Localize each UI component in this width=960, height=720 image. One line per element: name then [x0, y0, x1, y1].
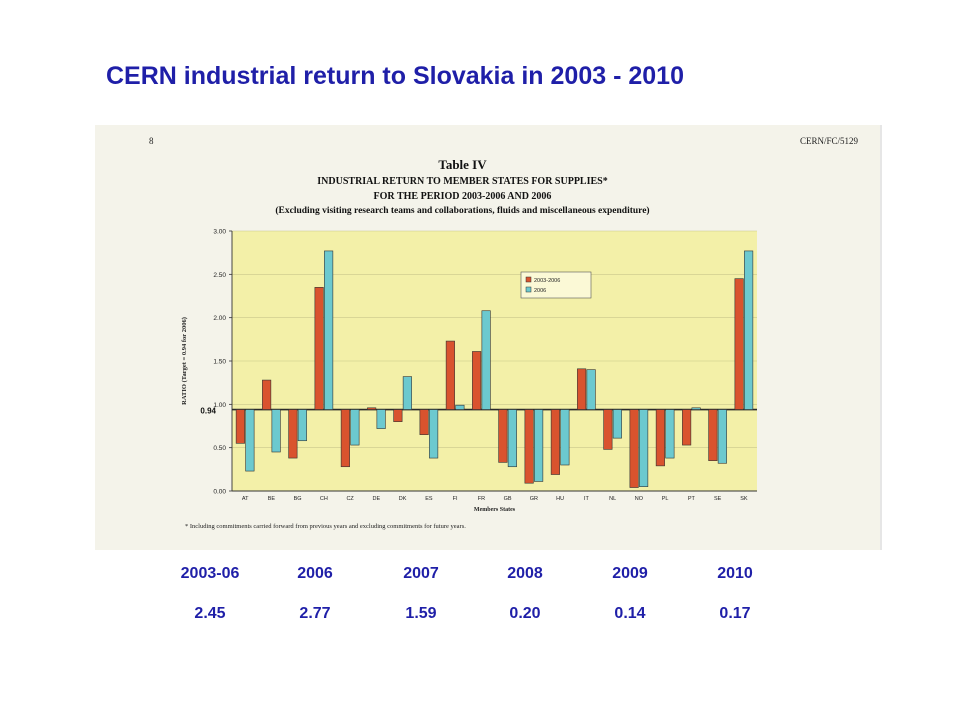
x-tick-label: NL	[609, 496, 616, 502]
y-tick-label: 2.50	[213, 272, 226, 279]
bar-2003-2006-DK	[393, 409, 403, 422]
y-tick-label: 0.00	[213, 489, 226, 496]
x-tick-label: SE	[714, 496, 722, 502]
bar-2006-AT	[245, 409, 255, 472]
bar-2003-2006-FR	[472, 351, 482, 410]
x-tick-label: IT	[584, 496, 590, 502]
summary-table: 2003-06 2006 2007 2008 2009 2010 2.45 2.…	[0, 565, 960, 625]
y-tick-label: 1.00	[213, 402, 226, 409]
legend-swatch	[525, 286, 532, 293]
y-tick-label: 0.50	[213, 445, 226, 452]
bar-2006-CH	[324, 250, 334, 410]
bar-2003-2006-IT	[577, 368, 587, 410]
table-heading-line1: INDUSTRIAL RETURN TO MEMBER STATES FOR S…	[317, 176, 608, 187]
bar-2003-2006-NO	[629, 409, 639, 488]
legend-box	[520, 271, 592, 299]
x-tick-label: CH	[320, 496, 328, 502]
bar-2003-2006-CZ	[340, 409, 350, 468]
bar-2003-2006-SE	[708, 409, 718, 461]
summary-header: 2008	[507, 565, 543, 582]
bar-2006-BG	[297, 409, 307, 442]
table-label: Table IV	[438, 157, 487, 172]
bar-2003-2006-CH	[314, 287, 324, 410]
bar-2006-HU	[560, 409, 570, 466]
bar-2006-SE	[717, 409, 727, 464]
document-reference: CERN/FC/5129	[799, 136, 858, 146]
summary-header: 2007	[403, 565, 439, 582]
summary-value: 0.17	[719, 605, 751, 622]
y-tick-label: 3.00	[213, 229, 226, 236]
legend-label: 2003-2006	[534, 278, 560, 284]
bar-2003-2006-BE	[262, 379, 272, 410]
bar-2006-FR	[481, 310, 491, 410]
summary-value: 0.14	[614, 605, 646, 622]
legend-label: 2006	[534, 288, 546, 294]
x-tick-label: BE	[268, 496, 276, 502]
bar-2006-GB	[507, 409, 517, 468]
x-tick-label: HU	[556, 496, 564, 502]
y-tick-label: 1.50	[213, 359, 226, 366]
legend-swatch	[525, 276, 532, 283]
x-tick-label: DE	[373, 496, 381, 502]
bar-2006-ES	[429, 409, 439, 459]
summary-value: 2.77	[299, 605, 331, 622]
bar-2006-DK	[402, 376, 412, 410]
summary-header: 2010	[717, 565, 753, 582]
bar-2006-PT	[691, 407, 701, 410]
bar-2003-2006-AT	[235, 409, 245, 444]
x-tick-label: FI	[453, 496, 458, 502]
x-tick-label: GB	[504, 496, 512, 502]
bar-2003-2006-PL	[655, 409, 665, 467]
x-tick-label: DK	[399, 496, 407, 502]
bar-2003-2006-BG	[288, 409, 298, 459]
scanned-table-figure: 8 CERN/FC/5129 Table IV INDUSTRIAL RETUR…	[95, 125, 882, 550]
x-tick-label: ES	[425, 496, 433, 502]
bar-2006-PL	[665, 409, 675, 459]
bar-2003-2006-SK	[734, 278, 744, 410]
bar-2003-2006-HU	[550, 409, 560, 475]
summary-value: 1.59	[405, 605, 437, 622]
y-tick-label: 2.00	[213, 315, 226, 322]
bar-2006-GR	[534, 409, 544, 482]
bar-2006-FI	[455, 404, 465, 410]
x-tick-label: GR	[530, 496, 538, 502]
y-axis-title: RATIO (Target = 0.94 for 2006)	[181, 317, 188, 405]
baseline-label: 0.94	[200, 407, 216, 416]
x-tick-label: SK	[740, 496, 748, 502]
table-heading-line3: (Excluding visiting research teams and c…	[275, 206, 650, 216]
bar-2006-CZ	[350, 409, 360, 446]
summary-value: 0.20	[509, 605, 541, 622]
x-tick-label: PL	[662, 496, 669, 502]
page-number: 8	[149, 136, 154, 146]
bar-2006-IT	[586, 369, 596, 410]
x-tick-label: FR	[478, 496, 485, 502]
x-tick-label: BG	[294, 496, 302, 502]
x-tick-label: NO	[635, 496, 644, 502]
x-axis-title: Members States	[474, 507, 516, 513]
bar-2003-2006-PT	[682, 409, 692, 446]
x-tick-label: CZ	[346, 496, 354, 502]
bar-2006-BE	[271, 409, 281, 453]
slide-title: CERN industrial return to Slovakia in 20…	[106, 62, 684, 90]
bar-2003-2006-GB	[498, 409, 508, 463]
bar-2003-2006-GR	[524, 409, 534, 484]
x-tick-label: PT	[688, 496, 696, 502]
industrial-return-chart: 0.00 0.50 1.00 1.50 2.00 2.50 3.00 0.94 AT BE BG CH…	[181, 229, 757, 513]
bar-2006-NL	[612, 409, 622, 439]
bar-2003-2006-FI	[445, 340, 455, 410]
bar-2003-2006-DE	[367, 407, 377, 410]
bar-2003-2006-ES	[419, 409, 429, 435]
summary-value: 2.45	[194, 605, 226, 622]
bar-2006-DE	[376, 409, 386, 429]
footnote: * Including commitments carried forward …	[185, 523, 466, 530]
summary-header: 2006	[297, 565, 333, 582]
bar-2003-2006-NL	[603, 409, 613, 450]
bar-2006-NO	[639, 409, 649, 487]
x-tick-label: AT	[242, 496, 249, 502]
summary-header: 2003-06	[180, 565, 240, 582]
table-heading-line2: FOR THE PERIOD 2003-2006 AND 2006	[373, 191, 552, 202]
summary-header: 2009	[612, 565, 648, 582]
bar-2006-SK	[744, 250, 754, 410]
